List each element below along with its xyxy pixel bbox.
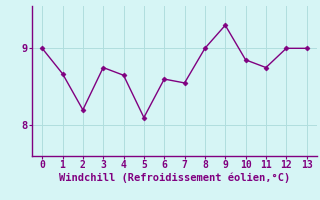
X-axis label: Windchill (Refroidissement éolien,°C): Windchill (Refroidissement éolien,°C) bbox=[59, 173, 290, 183]
